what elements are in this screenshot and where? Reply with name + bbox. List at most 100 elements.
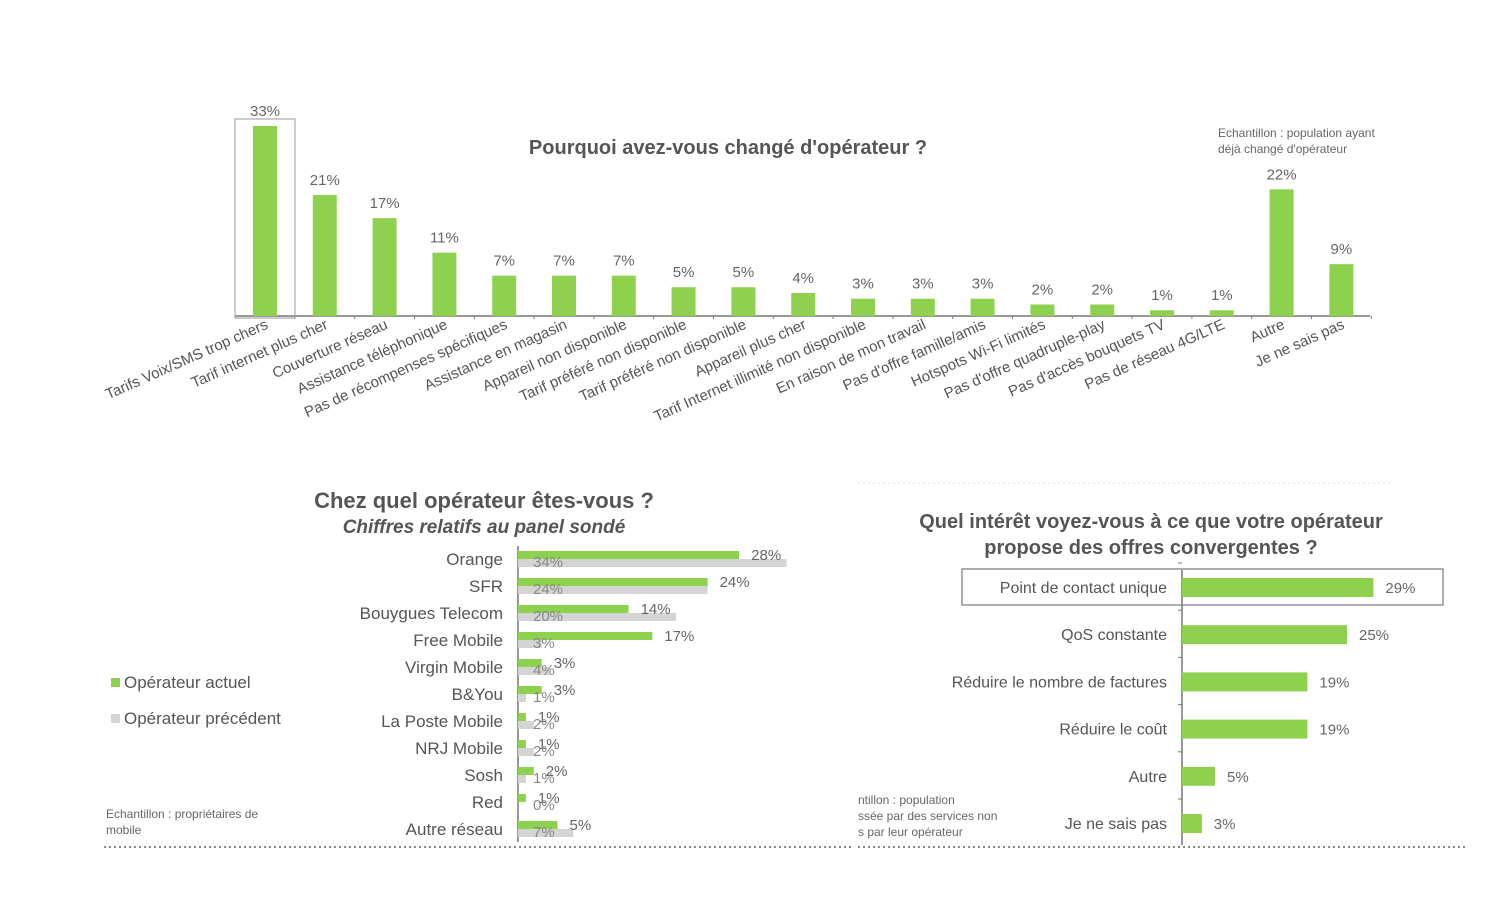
chart2-value-previous: 7%	[533, 824, 555, 841]
chart3-category-label: Réduire le nombre de factures	[952, 674, 1167, 691]
chart3-plot: Point de contact unique 29% QoS constante 2…	[952, 562, 1444, 845]
chart2-value-previous: 2%	[533, 716, 555, 733]
chart2-value-previous: 1%	[533, 689, 555, 706]
chart1-value-label: 3%	[912, 276, 934, 293]
chart2-bar-current	[518, 740, 526, 748]
chart1-value-label: 4%	[792, 270, 814, 287]
chart2-value-current: 3%	[554, 655, 576, 672]
chart2-bar-previous	[518, 613, 676, 621]
chart2-bar-previous	[518, 559, 787, 567]
chart2-bar-previous	[518, 640, 542, 648]
chart3-sample-note-line1: ntillon : population	[858, 793, 955, 807]
chart2-bar-previous	[518, 829, 574, 837]
chart1-bar	[1209, 310, 1234, 316]
chart2-bar-current	[518, 551, 740, 559]
chart1-title: Pourquoi avez-vous changé d'opérateur ?	[529, 137, 927, 159]
chart2-bar-current	[518, 659, 542, 667]
chart1-bar	[611, 275, 636, 316]
chart2-value-current: 14%	[641, 601, 671, 618]
chart2-bar-current	[518, 767, 534, 775]
chart2-category-label: B&You	[452, 685, 503, 704]
chart1-value-label: 9%	[1331, 241, 1353, 258]
chart1-bar	[731, 287, 756, 316]
chart2-bar-current	[518, 821, 558, 829]
chart2-category-label: Sosh	[464, 766, 503, 785]
chart3-category-label: Réduire le coût	[1059, 722, 1167, 739]
chart2-bar-current	[518, 605, 629, 613]
chart1-value-label: 21%	[310, 172, 340, 189]
chart1-sample-note-line1: Echantillon : population ayant	[1218, 126, 1375, 140]
chart3-highlight-frame	[961, 568, 1444, 606]
chart1-value-label: 5%	[733, 264, 755, 281]
chart2-bar-current	[518, 686, 542, 694]
chart1-value-label: 1%	[1151, 287, 1173, 304]
chart3-category-label: QoS constante	[1061, 627, 1167, 644]
chart1-value-label: 22%	[1267, 166, 1297, 183]
chart1-value-label: 7%	[553, 253, 575, 270]
chart2-bar-previous	[518, 775, 526, 783]
chart2-value-current: 3%	[554, 682, 576, 699]
chart2-value-current: 1%	[538, 709, 560, 726]
chart2-value-previous: 0%	[533, 797, 555, 814]
chart1-bar	[432, 252, 457, 316]
chart3-bar	[1182, 719, 1308, 739]
chart2-value-current: 1%	[538, 736, 560, 753]
chart2-sample-note-line1: Echantillon : propriétaires de	[106, 807, 258, 821]
chart1-bar	[851, 298, 875, 316]
chart3-bar	[1182, 766, 1215, 786]
chart1-bar	[970, 298, 995, 316]
legend-label-previous: Opérateur précédent	[124, 709, 281, 728]
chart2-bar-current	[518, 578, 708, 586]
chart2-value-previous: 34%	[533, 554, 563, 571]
chart2-category-label: La Poste Mobile	[381, 712, 503, 731]
chart2-bar-previous	[518, 721, 534, 729]
chart2-value-previous: 3%	[533, 635, 555, 652]
chart1-highlight-frame	[234, 118, 296, 319]
chart2-sample-note-line2: mobile	[106, 823, 142, 837]
chart1-bar	[791, 292, 816, 316]
chart3-value-label: 25%	[1359, 627, 1389, 644]
chart2-category-label: Free Mobile	[413, 631, 503, 650]
chart3-sample-note-line2: ssée par des services non	[858, 809, 997, 823]
chart3-value-label: 29%	[1385, 580, 1415, 597]
chart1-value-label: 11%	[430, 230, 459, 247]
chart1-bar	[1090, 304, 1115, 316]
chart2-value-previous: 24%	[533, 581, 563, 598]
chart2-category-label: Virgin Mobile	[405, 658, 503, 677]
chart3-category-label: Point de contact unique	[1000, 580, 1167, 597]
chart1-value-label: 2%	[1032, 281, 1054, 298]
chart2-value-previous: 1%	[533, 770, 555, 787]
chart2-title: Chez quel opérateur êtes-vous ?	[314, 488, 654, 513]
chart1-bar	[372, 218, 397, 316]
chart3-value-label: 19%	[1319, 722, 1349, 739]
chart1-sample-note-line2: déjà changé d'opérateur	[1218, 142, 1347, 156]
chart2-value-previous: 2%	[533, 743, 555, 760]
chart2-subtitle: Chiffres relatifs au panel sondé	[343, 517, 626, 538]
legend-label-current: Opérateur actuel	[124, 673, 251, 692]
chart1-bar	[492, 275, 517, 316]
chart2-category-label: Bouygues Telecom	[360, 604, 503, 623]
chart1-value-label: 33%	[250, 103, 280, 120]
chart3-bar	[1182, 672, 1308, 692]
chart2-value-current: 24%	[720, 574, 750, 591]
legend-swatch-previous	[111, 714, 120, 723]
chart3-value-label: 3%	[1214, 816, 1236, 833]
chart2-value-previous: 4%	[533, 662, 555, 679]
chart1-value-label: 17%	[370, 195, 400, 212]
chart2-value-current: 1%	[538, 790, 560, 807]
chart1-bar	[671, 287, 696, 316]
chart1-value-label: 2%	[1091, 281, 1113, 298]
chart2-bar-previous	[518, 748, 534, 756]
chart1-bar	[1269, 189, 1294, 316]
chart2-plot: Orange 28% 34% SFR 24% 24% Bouygues Telecom 14%…	[360, 546, 787, 842]
chart3-value-label: 19%	[1319, 674, 1349, 691]
chart1-value-label: 3%	[972, 276, 994, 293]
chart2-value-current: 17%	[664, 628, 694, 645]
chart1-bar	[1329, 264, 1354, 316]
chart2-bar-previous	[518, 694, 526, 702]
chart2-value-current: 5%	[570, 817, 592, 834]
chart1-bar	[312, 195, 337, 316]
chart3-value-label: 5%	[1227, 769, 1249, 786]
chart2-value-previous: 20%	[533, 608, 563, 625]
